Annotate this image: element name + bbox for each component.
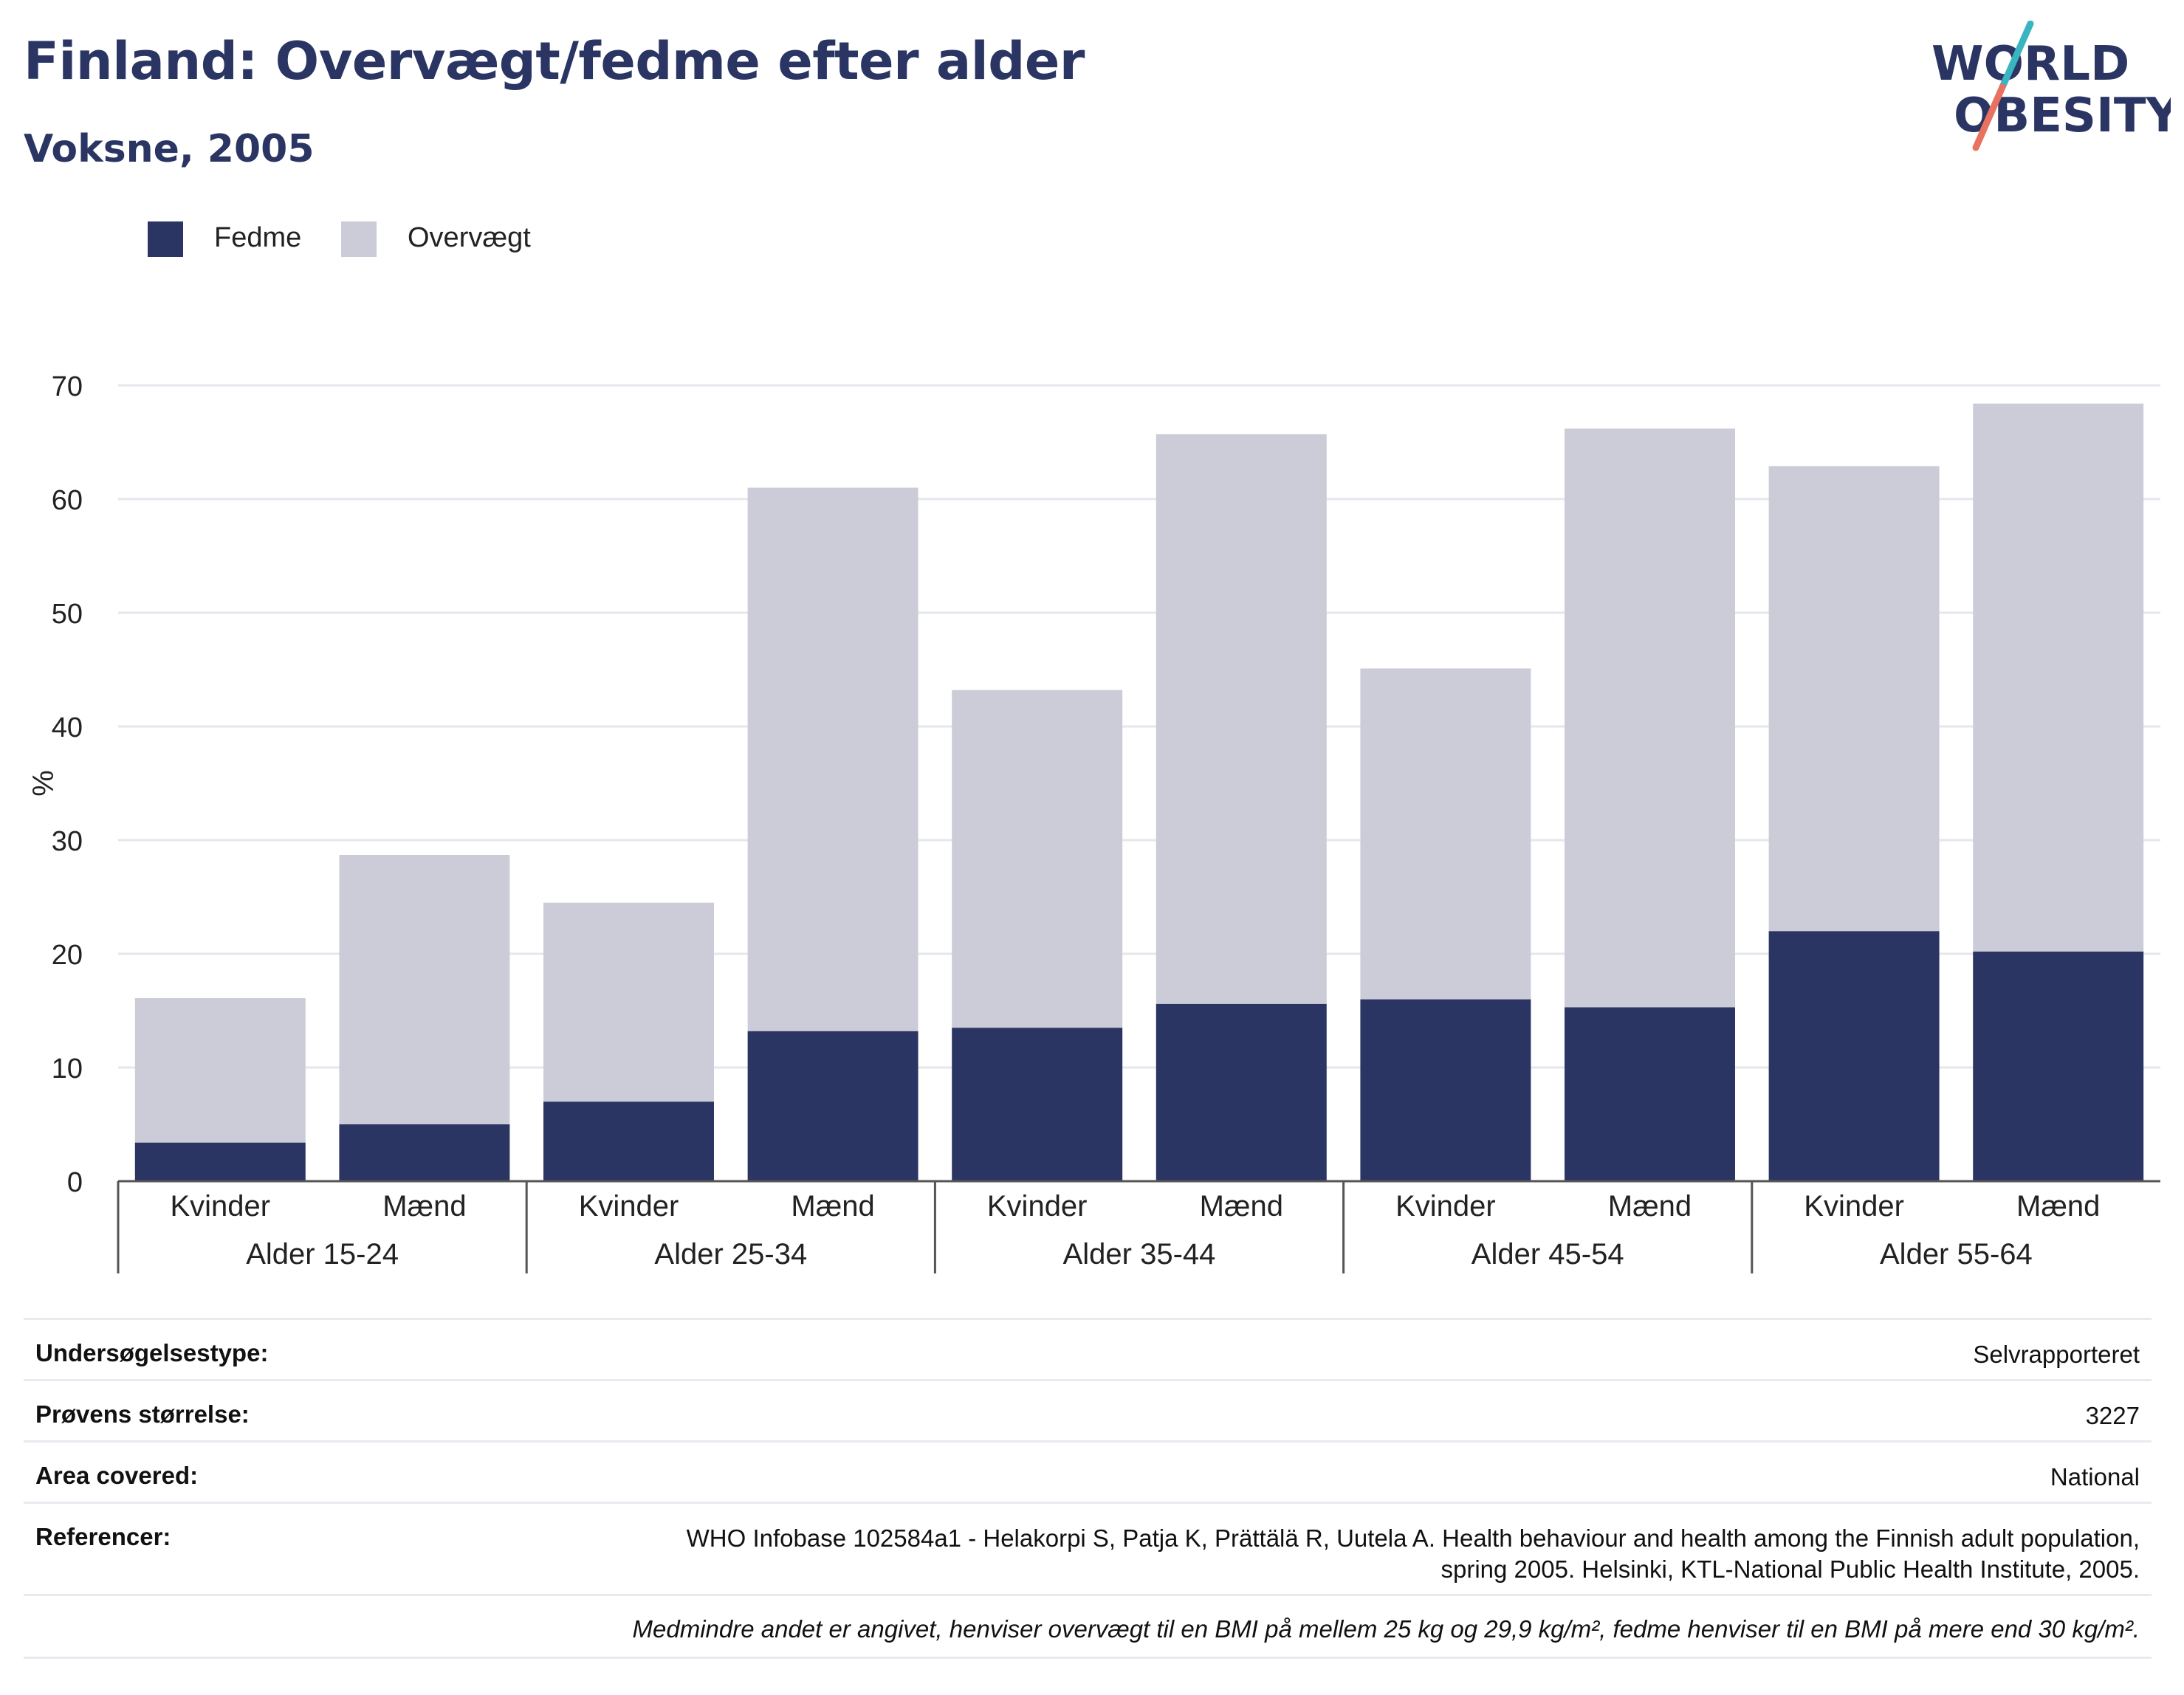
y-axis-label: % <box>27 770 60 797</box>
x-tick-label: Mænd <box>1200 1190 1283 1223</box>
bar-fedme <box>1155 1003 1327 1181</box>
reference-line: WHO Infobase 102584a1 - Helakorpi S, Pat… <box>686 1524 2140 1552</box>
x-tick-label: Mænd <box>2016 1190 2100 1223</box>
x-tick-label: Kvinder <box>1395 1190 1496 1223</box>
y-tick-label: 60 <box>52 485 83 516</box>
x-tick-label: Kvinder <box>987 1190 1088 1223</box>
bar-overvaegt <box>1973 403 2144 952</box>
info-row-area-covered: Area covered: National <box>24 1440 2152 1502</box>
x-tick-label: Mænd <box>1608 1190 1692 1223</box>
info-label: Prøvens størrelse: <box>35 1400 250 1428</box>
bar-fedme <box>543 1101 714 1181</box>
y-tick-label: 40 <box>52 712 83 743</box>
group-label: Alder 45-54 <box>1472 1238 1624 1271</box>
x-tick-label: Mænd <box>382 1190 466 1223</box>
world-obesity-logo: WORLD OBESITY <box>1931 21 2171 151</box>
legend-swatch-overvaegt <box>341 221 377 257</box>
group-label: Alder 15-24 <box>246 1238 399 1271</box>
bar-overvaegt <box>543 902 714 1102</box>
info-label: Undersøgelsestype: <box>35 1339 269 1366</box>
y-tick-label: 70 <box>52 371 83 402</box>
legend-swatch-fedme <box>148 221 183 257</box>
bar-fedme <box>1565 1007 1735 1181</box>
info-row-sample-size: Prøvens størrelse: 3227 <box>24 1379 2152 1440</box>
chart-subtitle: Voksne, 2005 <box>24 127 315 171</box>
group-label: Alder 35-44 <box>1063 1238 1216 1271</box>
bar-overvaegt <box>952 690 1123 1028</box>
x-tick-label: Kvinder <box>170 1190 270 1223</box>
info-value: National <box>2050 1463 2140 1491</box>
bar-fedme <box>747 1031 918 1181</box>
bar-fedme <box>952 1028 1123 1181</box>
y-tick-label: 10 <box>52 1053 83 1084</box>
bar-overvaegt <box>134 998 306 1143</box>
info-value-references: WHO Infobase 102584a1 - Helakorpi S, Pat… <box>687 1523 2140 1585</box>
y-tick-label: 20 <box>52 940 83 971</box>
y-tick-label: 0 <box>67 1167 83 1198</box>
bar-fedme <box>339 1124 510 1181</box>
x-tick-label: Kvinder <box>1804 1190 1904 1223</box>
info-table: Undersøgelsestype: Selvrapporteret Prøve… <box>24 1318 2152 1659</box>
legend-label-fedme: Fedme <box>214 222 302 253</box>
bar-overvaegt <box>1360 668 1531 1000</box>
info-label: Area covered: <box>35 1462 199 1489</box>
bar-overvaegt <box>1565 428 1735 1008</box>
x-tick-label: Kvinder <box>579 1190 679 1223</box>
group-label: Alder 25-34 <box>654 1238 807 1271</box>
x-tick-label: Mænd <box>791 1190 874 1223</box>
logo-slash-bottom <box>1972 83 2006 151</box>
chart-title: Finland: Overvægt/fedme efter alder <box>24 31 1085 92</box>
info-row-survey-type: Undersøgelsestype: Selvrapporteret <box>24 1318 2152 1379</box>
bar-fedme <box>134 1142 306 1181</box>
logo-word-world: WORLD <box>1931 37 2129 92</box>
bar-overvaegt <box>1768 466 1940 932</box>
legend-label-overvaegt: Overvægt <box>408 222 531 253</box>
group-label: Alder 55-64 <box>1880 1238 2033 1271</box>
bar-fedme <box>1360 999 1531 1181</box>
info-value: 3227 <box>2085 1402 2140 1429</box>
info-row-note: Medmindre andet er angivet, henviser ove… <box>24 1594 2152 1659</box>
logo-slash-top <box>1999 21 2034 91</box>
y-tick-label: 30 <box>52 826 83 857</box>
info-row-references: Referencer: WHO Infobase 102584a1 - Hela… <box>24 1502 2152 1594</box>
definition-note: Medmindre andet er angivet, henviser ove… <box>632 1615 2140 1643</box>
bar-overvaegt <box>1155 434 1327 1004</box>
info-label: Referencer: <box>35 1523 171 1550</box>
stacked-bar-chart: 0 10 20 30 40 50 60 70% Kvinder Mænd Kvinder Mænd Kv… <box>27 371 2160 1273</box>
reference-line: spring 2005. Helsinki, KTL-National Publ… <box>1440 1555 2140 1583</box>
y-tick-label: 50 <box>52 599 83 630</box>
bar-fedme <box>1768 931 1940 1181</box>
info-value: Selvrapporteret <box>1973 1341 2140 1368</box>
bar-overvaegt <box>747 487 918 1031</box>
bar-fedme <box>1973 951 2144 1181</box>
bar-overvaegt <box>339 855 510 1124</box>
